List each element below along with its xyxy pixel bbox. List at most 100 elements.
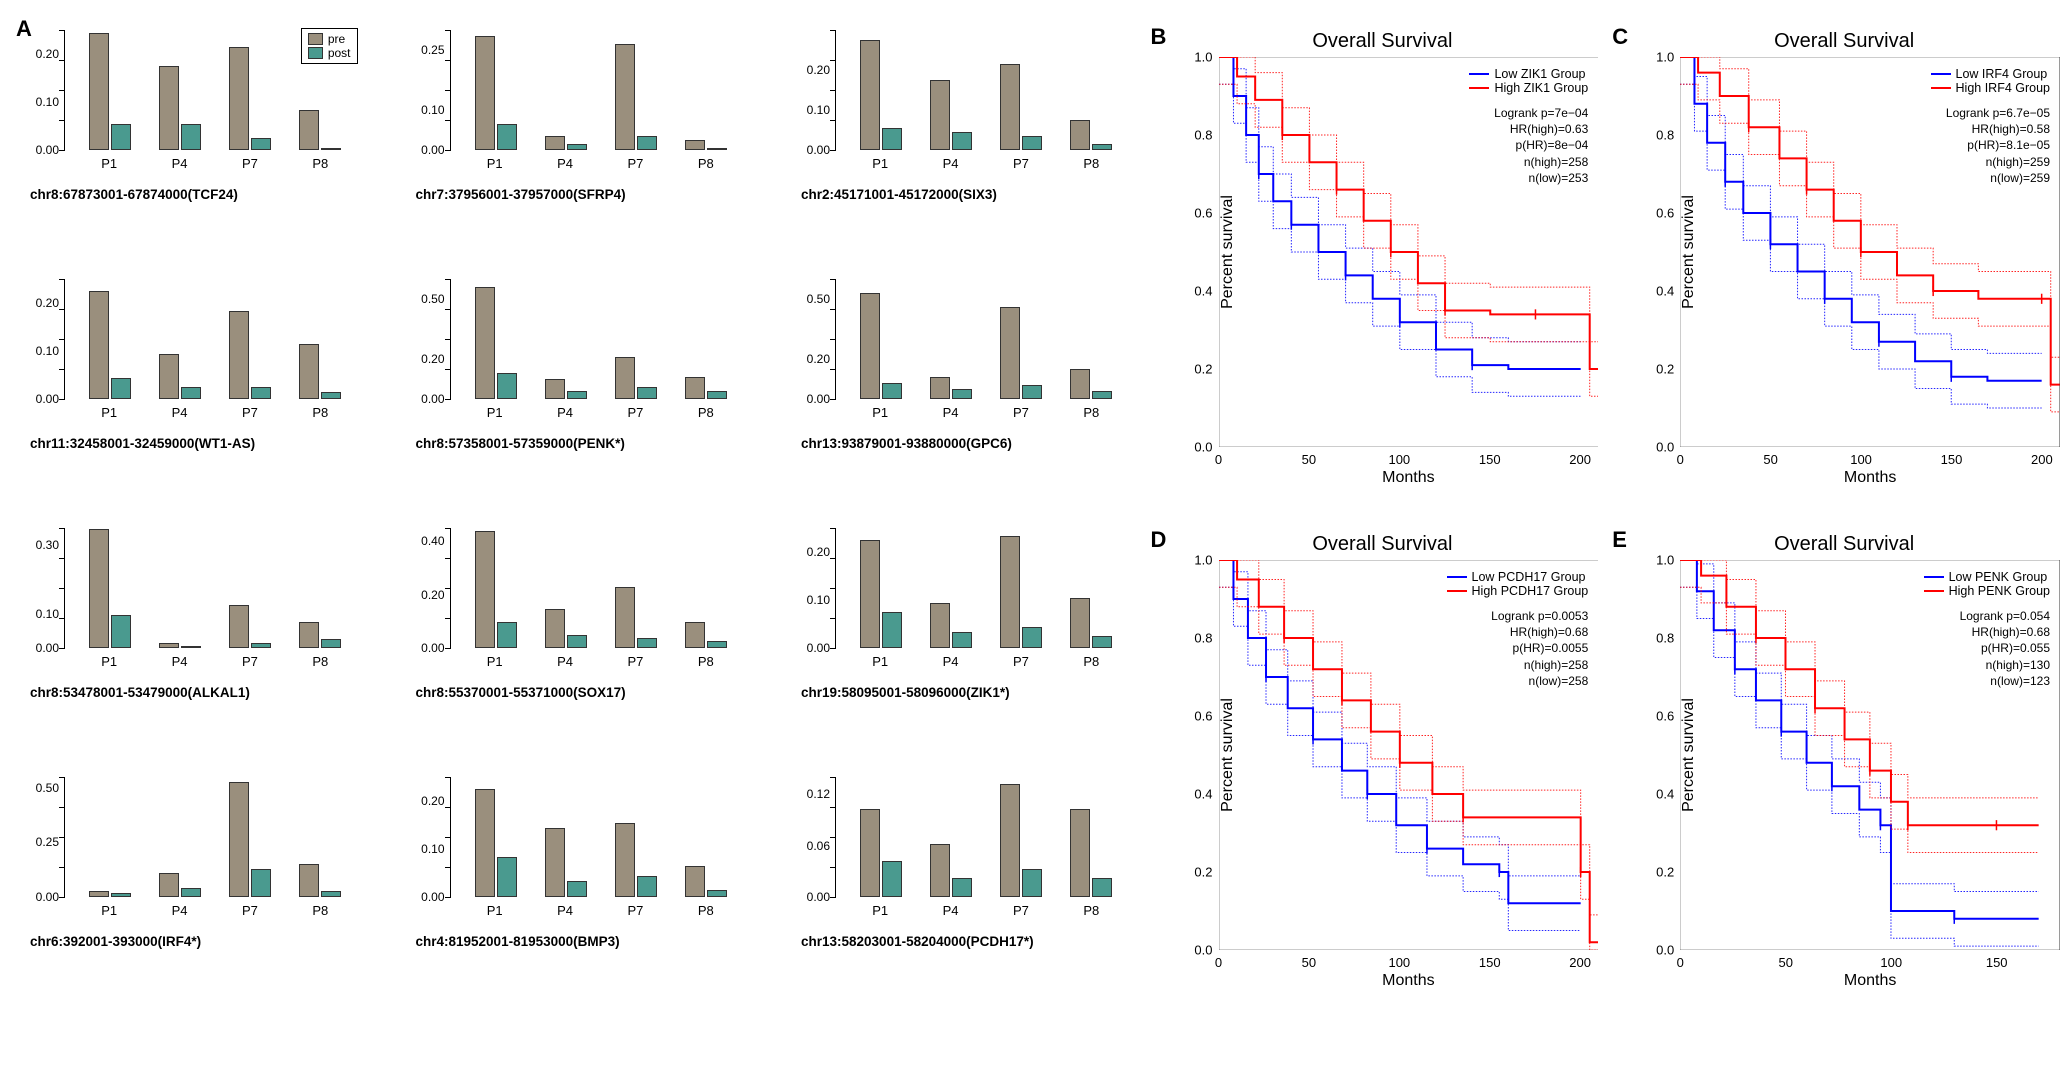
bar-post (707, 391, 727, 399)
bar-post (497, 124, 517, 150)
x-tick-label: P8 (1056, 903, 1126, 918)
x-tick-label: P7 (215, 903, 285, 918)
bar-pre (930, 377, 950, 399)
stat-line: n(low)=259 (1946, 170, 2050, 186)
y-tick-label: 0.2 (1185, 865, 1213, 880)
x-tick-label: 150 (1941, 452, 1963, 467)
km-legend: Low PENK GroupHigh PENK Group (1924, 570, 2050, 598)
y-tick-label: 0.8 (1185, 631, 1213, 646)
x-tick-label: 100 (1388, 452, 1410, 467)
y-tick-label: 0.00 (27, 890, 59, 904)
y-tick-label: 0.6 (1185, 709, 1213, 724)
y-tick-label: 0.40 (413, 534, 445, 548)
x-tick-label: P7 (600, 405, 670, 420)
y-tick-label: 0.50 (798, 292, 830, 306)
bar-post (111, 378, 131, 399)
bar-pre (159, 354, 179, 399)
y-tick-label: 1.0 (1185, 50, 1213, 65)
bar-post (251, 387, 271, 399)
x-tick-label: 0 (1215, 452, 1222, 467)
y-tick-label: 0.10 (798, 593, 830, 607)
stat-line: p(HR)=8.1e−05 (1946, 137, 2050, 153)
bar-pre (615, 587, 635, 648)
y-tick-label: 0.06 (798, 839, 830, 853)
bar-post (637, 638, 657, 648)
x-tick-label: P4 (915, 156, 985, 171)
bar-pre (545, 828, 565, 897)
stat-line: HR(high)=0.63 (1494, 121, 1588, 137)
y-tick-label: 1.0 (1185, 553, 1213, 568)
stat-line: p(HR)=0.0055 (1491, 640, 1588, 656)
y-tick-label: 0.00 (413, 641, 445, 655)
x-tick-label: P7 (215, 156, 285, 171)
bar-pre (545, 379, 565, 399)
bar-post (111, 615, 131, 648)
stat-line: n(high)=258 (1494, 154, 1588, 170)
x-tick-label: P8 (671, 405, 741, 420)
bar-pre (229, 782, 249, 897)
bar-post (181, 387, 201, 399)
bar-pre (159, 643, 179, 648)
y-tick-label: 0.0 (1185, 440, 1213, 455)
y-tick-label: 0.10 (413, 842, 445, 856)
x-tick-label: 0 (1215, 955, 1222, 970)
bar-post (321, 639, 341, 648)
bar-post (251, 869, 271, 897)
bar-pre (159, 66, 179, 150)
x-tick-label: P7 (215, 654, 285, 669)
bar-post (567, 391, 587, 399)
x-tick-label: P8 (671, 654, 741, 669)
y-tick-label: 0.8 (1646, 128, 1674, 143)
bar-panel: 0.000.100.25P1P4P7P8chr7:37956001-379570… (406, 30, 752, 240)
bar-pre (1070, 598, 1090, 648)
bar-pre (475, 789, 495, 897)
bar-pre (930, 80, 950, 150)
bar-post (1022, 627, 1042, 648)
survival-grid: BOverall Survival0.00.20.40.60.81.005010… (1157, 20, 2070, 996)
y-tick-label: 0.20 (27, 47, 59, 61)
km-title: Overall Survival (1618, 533, 2070, 556)
stat-line: Logrank p=0.054 (1960, 608, 2050, 624)
bar-chart-title: chr4:81952001-81953000(BMP3) (416, 934, 752, 949)
y-tick-label: 0.4 (1646, 284, 1674, 299)
bar-pre (860, 40, 880, 150)
bar-pre (299, 110, 319, 150)
x-tick-label: 150 (1479, 452, 1501, 467)
x-tick-label: P1 (845, 654, 915, 669)
km-title: Overall Survival (1157, 533, 1609, 556)
bar-pre (615, 357, 635, 399)
km-title: Overall Survival (1157, 30, 1609, 53)
y-tick-label: 0.25 (413, 43, 445, 57)
bar-chart-title: chr13:93879001-93880000(GPC6) (801, 436, 1137, 451)
km-stats: Logrank p=6.7e−05HR(high)=0.58p(HR)=8.1e… (1946, 105, 2050, 186)
legend-pre-label: pre (328, 32, 345, 46)
x-tick-label: P8 (285, 156, 355, 171)
legend-high-label: High IRF4 Group (1956, 81, 2050, 95)
bar-pre (475, 287, 495, 399)
legend-high-label: High ZIK1 Group (1494, 81, 1588, 95)
bar-pre (299, 622, 319, 648)
y-tick-label: 0.6 (1646, 709, 1674, 724)
bar-post (1092, 391, 1112, 399)
bar-post (251, 138, 271, 150)
y-tick-label: 0.50 (27, 781, 59, 795)
y-axis-label: Percent survival (1680, 195, 1698, 309)
x-tick-label: P8 (1056, 405, 1126, 420)
bar-chart-title: chr8:67873001-67874000(TCF24) (30, 187, 366, 202)
x-tick-label: P1 (460, 405, 530, 420)
y-tick-label: 0.4 (1646, 787, 1674, 802)
bar-panel: 0.000.100.20P1P4P7P8chr19:58095001-58096… (791, 528, 1137, 738)
panel-label: E (1612, 527, 1627, 553)
panel-label: B (1151, 24, 1167, 50)
bar-chart-title: chr8:55370001-55371000(SOX17) (416, 685, 752, 700)
bar-chart-title: chr7:37956001-37957000(SFRP4) (416, 187, 752, 202)
bar-pre (685, 377, 705, 399)
y-tick-label: 0.00 (798, 890, 830, 904)
bar-post (1092, 144, 1112, 150)
x-tick-label: P7 (986, 654, 1056, 669)
km-panel: BOverall Survival0.00.20.40.60.81.005010… (1157, 30, 1609, 493)
bar-post (567, 881, 587, 897)
y-tick-label: 0.00 (798, 641, 830, 655)
x-tick-label: 100 (1880, 955, 1902, 970)
bar-chart-title: chr8:53478001-53479000(ALKAL1) (30, 685, 366, 700)
